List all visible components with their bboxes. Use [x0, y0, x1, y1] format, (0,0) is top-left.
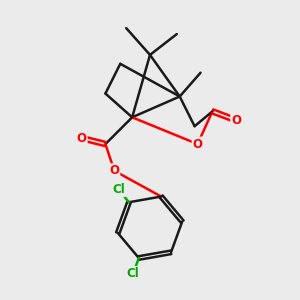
Text: O: O	[76, 132, 87, 145]
Text: O: O	[193, 138, 202, 151]
Text: Cl: Cl	[112, 183, 125, 196]
Text: O: O	[231, 114, 241, 127]
Text: Cl: Cl	[127, 267, 140, 280]
Text: O: O	[109, 164, 119, 177]
